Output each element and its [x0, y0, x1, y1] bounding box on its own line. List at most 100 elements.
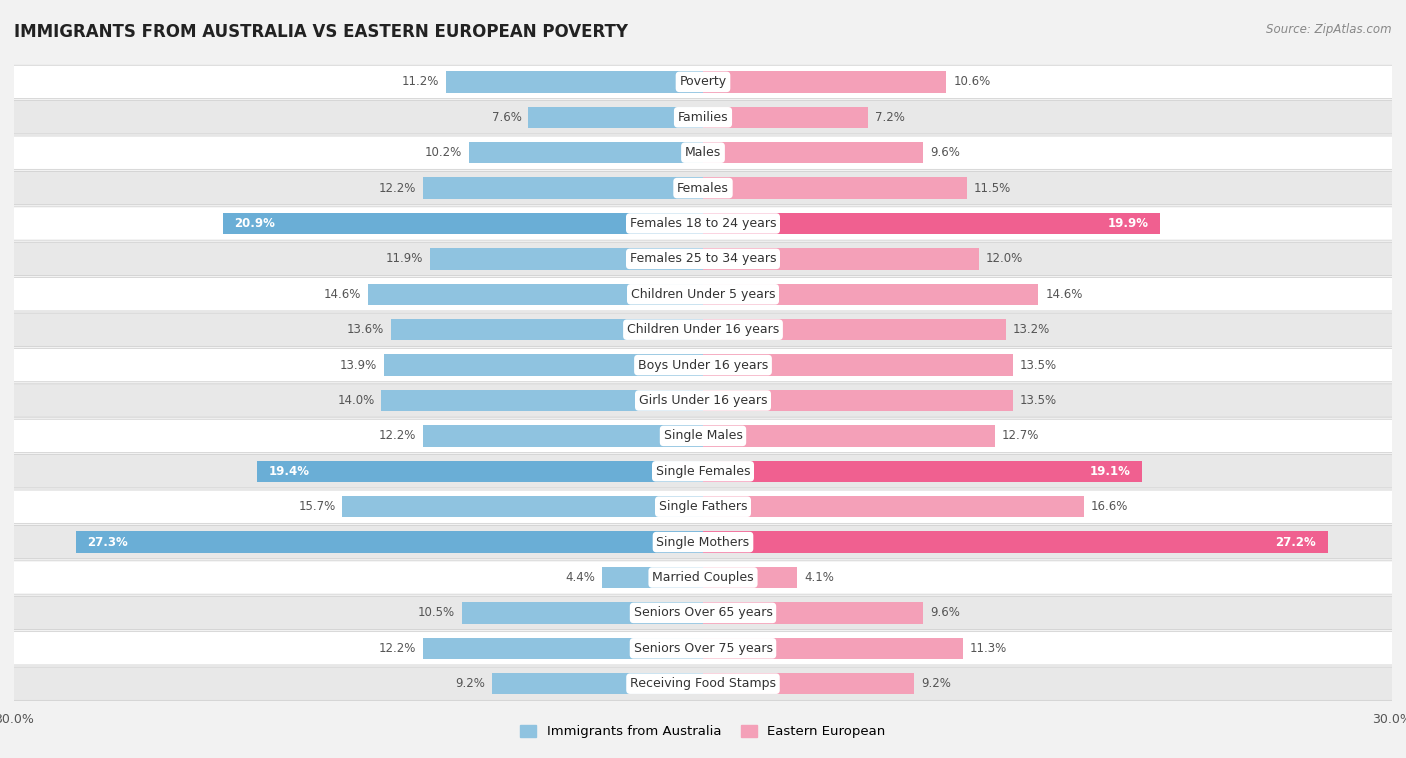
Text: 15.7%: 15.7% [298, 500, 336, 513]
Text: 11.5%: 11.5% [974, 182, 1011, 195]
Text: Families: Families [678, 111, 728, 124]
Text: 10.5%: 10.5% [418, 606, 456, 619]
Text: 19.1%: 19.1% [1090, 465, 1130, 478]
Text: 20.9%: 20.9% [235, 217, 276, 230]
FancyBboxPatch shape [14, 277, 1392, 311]
Text: 19.9%: 19.9% [1108, 217, 1149, 230]
FancyBboxPatch shape [14, 667, 1392, 700]
Bar [703, 107, 869, 128]
Text: 4.1%: 4.1% [804, 571, 834, 584]
Text: 12.2%: 12.2% [378, 642, 416, 655]
Text: 7.2%: 7.2% [875, 111, 905, 124]
Text: Children Under 5 years: Children Under 5 years [631, 288, 775, 301]
Bar [703, 461, 1142, 482]
Text: Boys Under 16 years: Boys Under 16 years [638, 359, 768, 371]
Text: Single Females: Single Females [655, 465, 751, 478]
FancyBboxPatch shape [14, 490, 1392, 523]
FancyBboxPatch shape [14, 384, 1392, 417]
Text: Girls Under 16 years: Girls Under 16 years [638, 394, 768, 407]
Text: 13.5%: 13.5% [1019, 394, 1057, 407]
Bar [529, 107, 703, 128]
Text: 16.6%: 16.6% [1091, 500, 1129, 513]
Bar [343, 496, 703, 517]
Bar [381, 390, 703, 411]
Text: 11.3%: 11.3% [969, 642, 1007, 655]
FancyBboxPatch shape [14, 455, 1392, 488]
Bar [76, 531, 703, 553]
Text: 4.4%: 4.4% [565, 571, 595, 584]
Text: 13.2%: 13.2% [1012, 323, 1050, 337]
FancyBboxPatch shape [14, 631, 1392, 665]
Text: 10.2%: 10.2% [425, 146, 461, 159]
Text: Married Couples: Married Couples [652, 571, 754, 584]
FancyBboxPatch shape [14, 349, 1392, 382]
Text: 14.6%: 14.6% [323, 288, 361, 301]
Bar [703, 71, 946, 92]
Text: 10.6%: 10.6% [953, 75, 991, 89]
Text: 12.2%: 12.2% [378, 429, 416, 443]
Text: Source: ZipAtlas.com: Source: ZipAtlas.com [1267, 23, 1392, 36]
Text: Receiving Food Stamps: Receiving Food Stamps [630, 677, 776, 691]
Text: Seniors Over 65 years: Seniors Over 65 years [634, 606, 772, 619]
Text: Single Males: Single Males [664, 429, 742, 443]
Bar [703, 531, 1327, 553]
Text: Single Fathers: Single Fathers [659, 500, 747, 513]
Text: 7.6%: 7.6% [492, 111, 522, 124]
FancyBboxPatch shape [14, 561, 1392, 594]
FancyBboxPatch shape [14, 101, 1392, 134]
Text: Single Mothers: Single Mothers [657, 536, 749, 549]
Text: Males: Males [685, 146, 721, 159]
Bar [703, 637, 963, 659]
Bar [430, 249, 703, 270]
Text: 14.0%: 14.0% [337, 394, 374, 407]
FancyBboxPatch shape [14, 65, 1392, 99]
Bar [703, 177, 967, 199]
Bar [257, 461, 703, 482]
Bar [703, 496, 1084, 517]
Bar [423, 177, 703, 199]
Text: Children Under 16 years: Children Under 16 years [627, 323, 779, 337]
FancyBboxPatch shape [14, 525, 1392, 559]
Bar [703, 673, 914, 694]
Text: Poverty: Poverty [679, 75, 727, 89]
Text: Females 25 to 34 years: Females 25 to 34 years [630, 252, 776, 265]
Bar [703, 603, 924, 624]
Text: 12.2%: 12.2% [378, 182, 416, 195]
Bar [391, 319, 703, 340]
Bar [602, 567, 703, 588]
Text: Females: Females [678, 182, 728, 195]
FancyBboxPatch shape [14, 136, 1392, 169]
Text: 13.6%: 13.6% [346, 323, 384, 337]
Bar [384, 355, 703, 376]
Text: 9.6%: 9.6% [931, 146, 960, 159]
Text: 9.6%: 9.6% [931, 606, 960, 619]
Bar [468, 142, 703, 163]
Bar [703, 355, 1012, 376]
Bar [461, 603, 703, 624]
Text: 11.2%: 11.2% [402, 75, 439, 89]
Bar [703, 425, 994, 446]
Text: 19.4%: 19.4% [269, 465, 309, 478]
Text: Females 18 to 24 years: Females 18 to 24 years [630, 217, 776, 230]
FancyBboxPatch shape [14, 313, 1392, 346]
Bar [368, 283, 703, 305]
Bar [224, 213, 703, 234]
Bar [703, 142, 924, 163]
FancyBboxPatch shape [14, 597, 1392, 630]
FancyBboxPatch shape [14, 207, 1392, 240]
Text: Seniors Over 75 years: Seniors Over 75 years [634, 642, 772, 655]
Text: 13.9%: 13.9% [340, 359, 377, 371]
Text: IMMIGRANTS FROM AUSTRALIA VS EASTERN EUROPEAN POVERTY: IMMIGRANTS FROM AUSTRALIA VS EASTERN EUR… [14, 23, 628, 41]
Bar [703, 390, 1012, 411]
Bar [703, 319, 1007, 340]
Bar [703, 213, 1160, 234]
FancyBboxPatch shape [14, 419, 1392, 453]
Bar [492, 673, 703, 694]
Text: 9.2%: 9.2% [456, 677, 485, 691]
Bar [446, 71, 703, 92]
Text: 13.5%: 13.5% [1019, 359, 1057, 371]
FancyBboxPatch shape [14, 243, 1392, 275]
Text: 12.7%: 12.7% [1001, 429, 1039, 443]
Bar [703, 283, 1038, 305]
Text: 9.2%: 9.2% [921, 677, 950, 691]
